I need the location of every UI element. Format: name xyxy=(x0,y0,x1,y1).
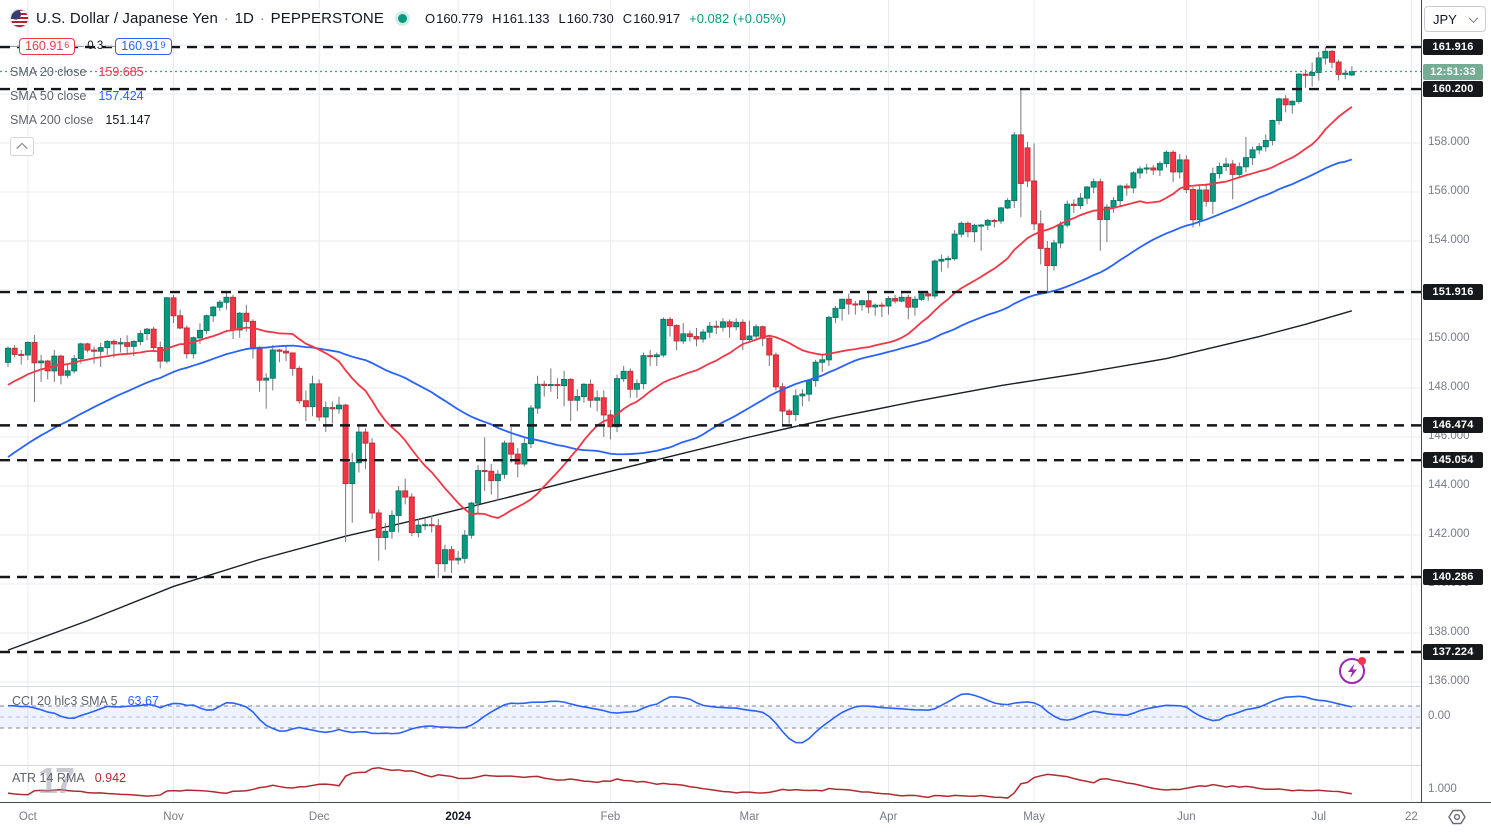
indicator-row-sma200[interactable]: SMA 200 close 151.147 xyxy=(10,113,786,127)
level-price-badge: 137.224 xyxy=(1423,644,1483,660)
axis-price-label: 136.000 xyxy=(1428,675,1470,687)
indicator-row-sma50[interactable]: SMA 50 close 157.424 xyxy=(10,89,786,103)
time-axis-label: Feb xyxy=(600,811,621,823)
quote-connector-line xyxy=(10,45,19,47)
axis-price-label: 144.000 xyxy=(1428,479,1470,491)
cci-axis-label: 0.00 xyxy=(1428,710,1451,722)
time-axis-label: Oct xyxy=(18,811,37,823)
quick-trade-lightning-button[interactable] xyxy=(1337,654,1369,686)
price-chart-canvas[interactable] xyxy=(0,0,1421,802)
sma-50-line xyxy=(7,158,1353,458)
pane-separator-main-cci[interactable] xyxy=(0,686,1491,687)
level-price-badge: 140.286 xyxy=(1423,568,1483,585)
price-axis-border xyxy=(1421,0,1422,802)
axis-price-label: 150.000 xyxy=(1428,332,1470,344)
cci-value: 63.67 xyxy=(127,694,159,708)
sma50-value: 157.424 xyxy=(98,89,144,103)
low-label: L xyxy=(558,10,566,26)
open-label: O xyxy=(424,10,436,26)
spread-line-right xyxy=(106,45,116,47)
atr-axis-label: 1.000 xyxy=(1428,783,1457,795)
legend-collapse-button[interactable] xyxy=(10,137,34,156)
spread-wrap: 0.3 xyxy=(75,40,116,52)
level-price-badge: 151.916 xyxy=(1423,284,1483,301)
open-value: 160.779 xyxy=(436,10,484,26)
notification-dot xyxy=(1358,657,1366,665)
lightning-icon xyxy=(1339,657,1366,684)
title-separator2: · xyxy=(259,10,265,26)
level-price-badge: 161.916 xyxy=(1423,39,1483,56)
high-label: H xyxy=(492,10,502,26)
time-axis-label: Jun xyxy=(1177,811,1196,823)
atr-name: ATR 14 RMA xyxy=(12,771,85,785)
currency-selector[interactable]: JPY xyxy=(1424,6,1486,32)
sma200-value: 151.147 xyxy=(105,113,151,127)
title-separator: · xyxy=(223,10,229,26)
bid-ask-row: 160.91 6 0.3 160.91 9 xyxy=(10,37,786,55)
chevron-down-icon xyxy=(1468,12,1479,23)
cci-indicator-row[interactable]: CCI 20 hlc3 SMA 5 63.67 xyxy=(12,694,159,708)
cci-line xyxy=(7,693,1353,744)
time-axis-label: Dec xyxy=(308,811,330,823)
cci-name: CCI 20 hlc3 SMA 5 xyxy=(12,694,118,708)
time-axis-label: 22 xyxy=(1405,811,1418,823)
time-axis-label: Jul xyxy=(1311,811,1327,823)
tradingview-watermark-logo: 17 xyxy=(38,760,75,801)
sma50-name: SMA 50 close xyxy=(10,89,87,103)
spread-line-left xyxy=(75,45,85,47)
hexagon-settings-icon xyxy=(1448,809,1466,825)
grid-lines xyxy=(0,0,1421,801)
atr-value: 0.942 xyxy=(94,771,126,785)
market-status-icon[interactable] xyxy=(397,13,407,23)
sma20-name: SMA 20 close xyxy=(10,65,87,79)
close-value: 160.917 xyxy=(633,10,681,26)
time-axis-label: Apr xyxy=(879,811,898,823)
level-price-badge: 160.200 xyxy=(1423,81,1483,98)
buy-button[interactable]: 160.91 9 xyxy=(115,37,172,55)
ohlc-readout: O160.779 H161.133 L160.730 C160.917 +0.0… xyxy=(425,11,786,26)
axis-price-label: 138.000 xyxy=(1428,626,1470,638)
axis-price-label: 154.000 xyxy=(1428,234,1470,246)
low-value: 160.730 xyxy=(566,10,614,26)
symbol-title-row: U.S. Dollar / Japanese Yen · 1D · PEPPER… xyxy=(10,6,786,30)
sma-20-line xyxy=(7,106,1353,519)
chevron-up-icon xyxy=(16,142,28,154)
price-axis[interactable]: JPY 158.000 156.000 154.000 150.000 148.000 1… xyxy=(1421,0,1491,802)
atr-line xyxy=(7,767,1352,799)
time-axis[interactable]: Oct Nov Dec 2024 Feb Mar Apr May Jun Jul 22 xyxy=(0,802,1421,833)
close-label: C xyxy=(622,10,633,26)
time-axis-label: Mar xyxy=(739,811,760,823)
indicator-row-sma20[interactable]: SMA 20 close 159.685 xyxy=(10,65,786,79)
axis-price-label: 158.000 xyxy=(1428,136,1470,148)
pane-separator-cci-atr[interactable] xyxy=(0,765,1491,766)
atr-indicator-row[interactable]: ATR 14 RMA 0.942 xyxy=(12,771,126,785)
countdown-badge: 12:51:33 xyxy=(1423,63,1483,80)
level-price-badge: 145.054 xyxy=(1423,452,1483,469)
sma20-value: 159.685 xyxy=(98,65,144,79)
us-flag-icon xyxy=(10,8,29,28)
time-axis-label: Nov xyxy=(163,811,184,823)
candles-series xyxy=(5,46,1355,578)
timeframe-label[interactable]: 1D xyxy=(234,9,254,27)
change-value: +0.082 (+0.05%) xyxy=(689,10,786,26)
axis-settings-button[interactable] xyxy=(1446,806,1468,828)
axis-price-label: 142.000 xyxy=(1428,528,1470,540)
axis-price-label: 156.000 xyxy=(1428,185,1470,197)
chart-legend: U.S. Dollar / Japanese Yen · 1D · PEPPER… xyxy=(10,6,786,156)
level-price-badge: 146.474 xyxy=(1423,417,1483,434)
high-value: 161.133 xyxy=(502,10,550,26)
time-axis-label: May xyxy=(1023,811,1045,823)
exchange-label[interactable]: PEPPERSTONE xyxy=(270,9,384,27)
spread-value: 0.3 xyxy=(87,40,104,52)
sma200-name: SMA 200 close xyxy=(10,113,94,127)
time-axis-label: 2024 xyxy=(445,811,471,823)
sma-200-line xyxy=(7,310,1353,651)
currency-label: JPY xyxy=(1433,11,1457,27)
sell-button[interactable]: 160.91 6 xyxy=(19,37,76,55)
symbol-title[interactable]: U.S. Dollar / Japanese Yen xyxy=(36,9,218,27)
axis-price-label: 148.000 xyxy=(1428,381,1470,393)
time-axis-border xyxy=(0,802,1491,803)
